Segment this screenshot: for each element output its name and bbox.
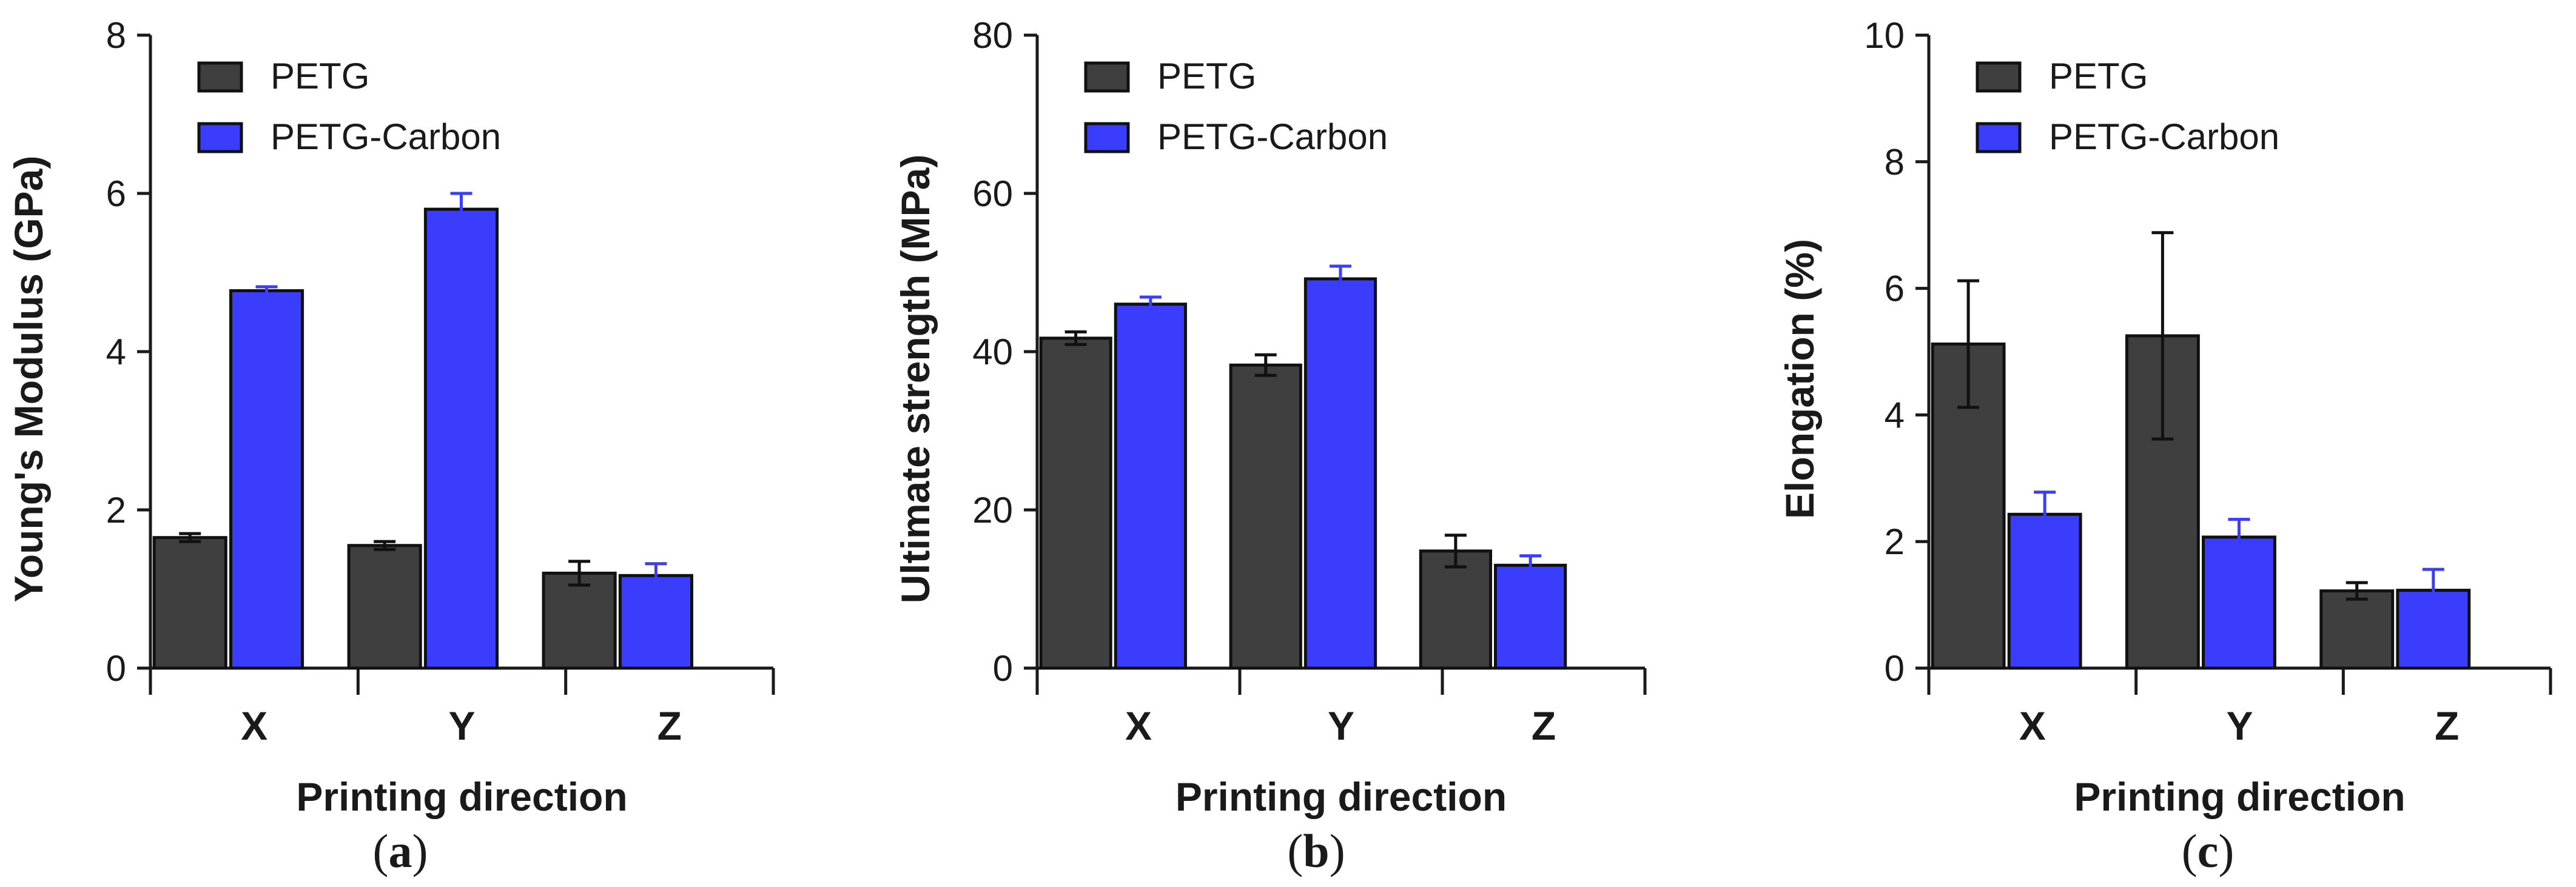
panel-letter: b <box>1303 825 1329 877</box>
legend-swatch-petg-carbon <box>1084 122 1130 153</box>
bar-petg-z <box>1419 549 1492 670</box>
legend-label: PETG-Carbon <box>1157 116 1388 157</box>
y-axis-title: Ultimate strength (MPa) <box>893 155 938 604</box>
y-tick-label: 60 <box>972 173 1013 214</box>
y-tick-label: 6 <box>1885 269 1905 309</box>
panel-paren-open: ( <box>1287 825 1303 877</box>
legend-swatch-petg-carbon <box>197 122 243 153</box>
panel-label: (c) <box>2182 825 2235 877</box>
x-axis-title: Printing direction <box>296 774 627 819</box>
x-category-label: Y <box>1328 703 1354 748</box>
x-category-label: Z <box>657 703 682 748</box>
y-axis-title: Elongation (%) <box>1777 239 1822 519</box>
panel-paren-close: ) <box>2218 825 2234 877</box>
legend-swatch-petg <box>1976 61 2022 93</box>
panel-label: (a) <box>373 825 428 877</box>
legend-label: PETG-Carbon <box>2049 116 2279 157</box>
y-tick-label: 10 <box>1864 15 1905 56</box>
bar-petg-x <box>152 536 227 670</box>
legend-swatch-petg-carbon <box>1976 122 2022 153</box>
panel-paren-open: ( <box>373 825 389 877</box>
y-axis-title: Young's Modulus (GPa) <box>6 156 51 603</box>
x-category-label: Z <box>1532 703 1556 748</box>
y-tick-label: 20 <box>972 490 1013 531</box>
y-tick-label: 2 <box>1885 521 1905 562</box>
legend-label: PETG <box>2049 56 2148 96</box>
y-tick-label: 0 <box>993 648 1013 689</box>
y-tick-label: 2 <box>106 490 126 531</box>
x-category-label: Y <box>448 703 475 748</box>
x-category-label: Z <box>2435 703 2459 748</box>
bar-petg-carbon-y <box>423 207 499 670</box>
bar-petg-carbon-y <box>1303 277 1377 670</box>
chart-panel-c: 0 2 4 6 8 10 X Y Z Printing direction Elongation (… <box>1777 15 2552 877</box>
x-axis-title: Printing direction <box>1175 774 1507 819</box>
bar-petg-y <box>347 544 422 670</box>
bar-petg-z <box>542 571 617 670</box>
chart-panel-a: 0 2 4 6 8 X Y Z Printing direction Young's Modulu… <box>6 15 775 877</box>
x-category-label: X <box>2019 703 2046 748</box>
x-category-label: X <box>1125 703 1152 748</box>
bar-petg-y <box>1229 363 1302 670</box>
x-category-label: Y <box>2226 703 2253 748</box>
bar-petg-z <box>2319 589 2395 670</box>
panel-label: (b) <box>1287 825 1345 877</box>
chart-panel-b: 0 20 40 60 80 X Y Z Printing direction Ultimate s… <box>893 15 1647 877</box>
panel-paren-close: ) <box>412 825 428 877</box>
legend-label: PETG <box>271 56 369 96</box>
bar-petg-carbon-x <box>2007 512 2082 670</box>
y-tick-label: 0 <box>1885 648 1905 689</box>
y-tick-label: 6 <box>106 173 126 214</box>
legend-swatch-petg <box>1084 61 1130 93</box>
legend-label: PETG-Carbon <box>271 116 501 157</box>
x-category-label: X <box>241 703 267 748</box>
panel-letter: c <box>2198 825 2219 877</box>
bar-petg-carbon-z <box>1494 563 1567 670</box>
x-axis-title: Printing direction <box>2074 774 2405 819</box>
y-tick-label: 40 <box>972 332 1013 372</box>
legend-label: PETG <box>1157 56 1256 96</box>
y-tick-label: 80 <box>972 15 1013 56</box>
bar-petg-carbon-x <box>229 289 304 670</box>
bar-petg-carbon-z <box>618 574 693 670</box>
bar-petg-x <box>1039 336 1112 670</box>
y-tick-label: 8 <box>106 15 126 56</box>
y-tick-label: 8 <box>1885 142 1905 182</box>
y-tick-label: 4 <box>1885 395 1905 435</box>
y-tick-label: 0 <box>106 648 126 689</box>
bar-petg-carbon-y <box>2202 535 2276 670</box>
panel-paren-open: ( <box>2182 825 2198 877</box>
bar-petg-carbon-x <box>1114 303 1187 670</box>
panel-paren-close: ) <box>1330 825 1345 877</box>
panel-letter: a <box>389 825 412 877</box>
y-tick-label: 4 <box>106 332 126 372</box>
legend-swatch-petg <box>197 61 243 93</box>
